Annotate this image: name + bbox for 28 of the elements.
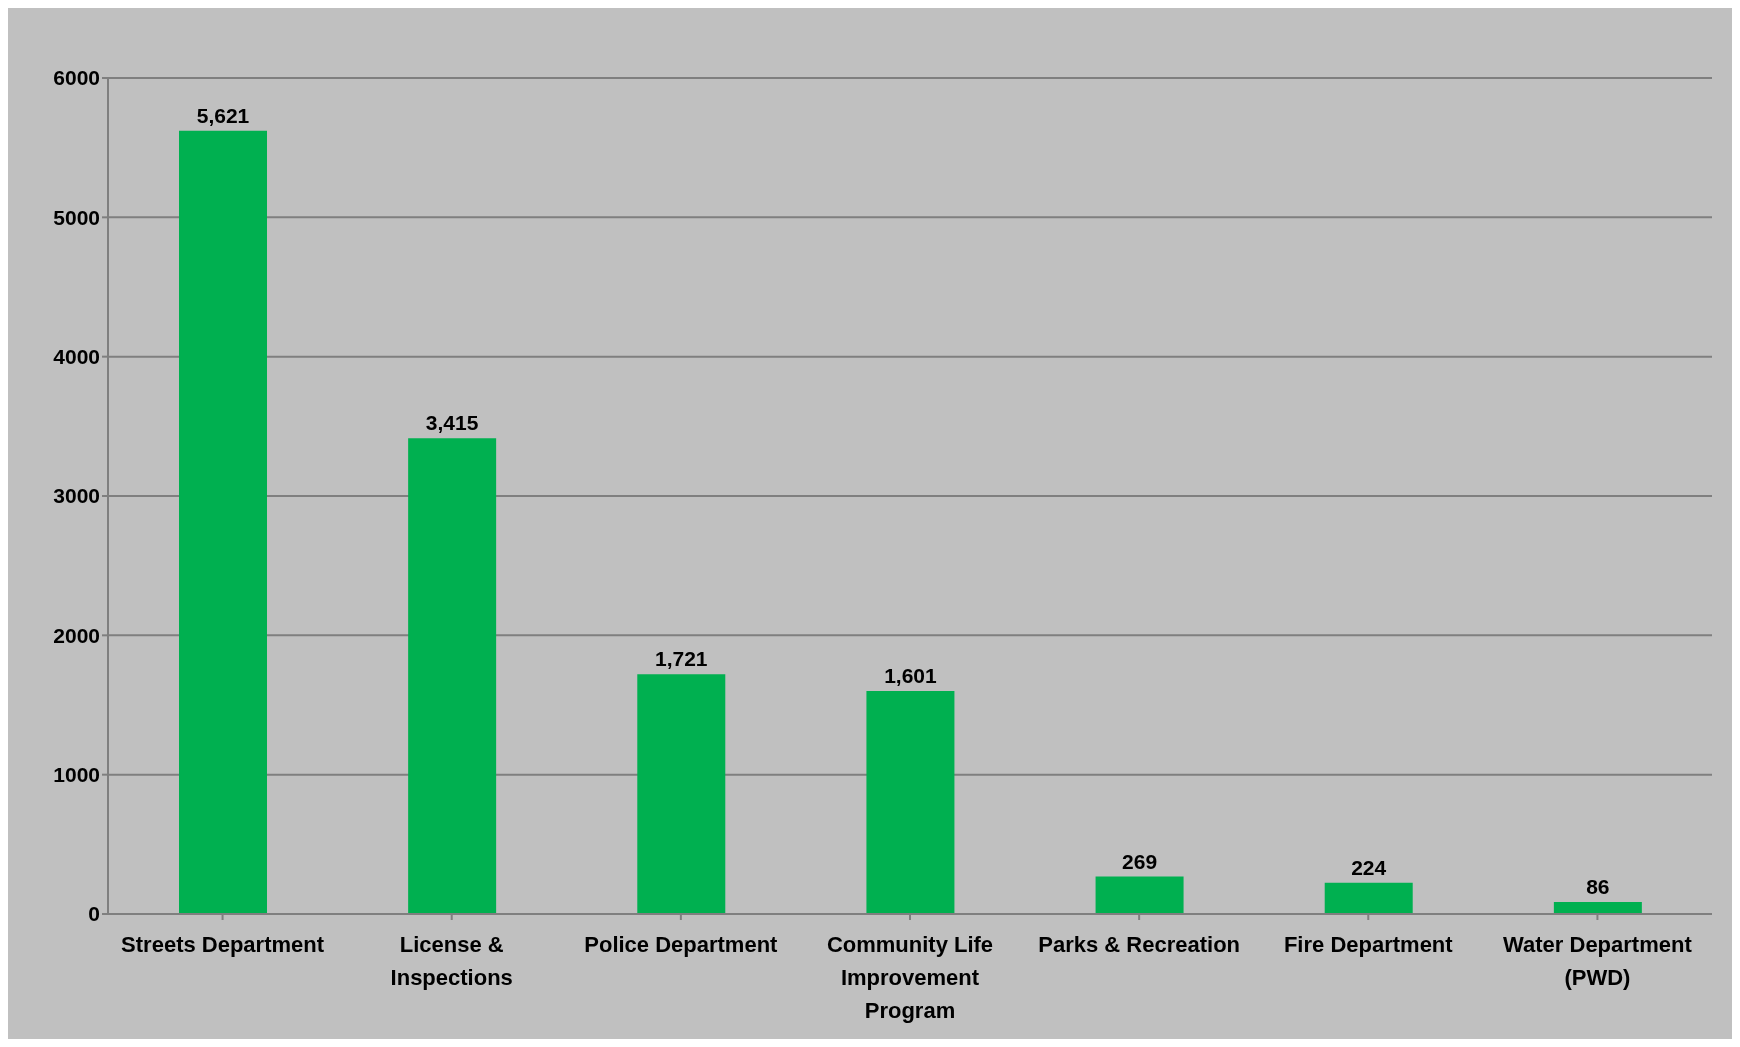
x-tick-label: Fire Department [1283, 931, 1454, 957]
y-tick-label: 6000 [53, 66, 100, 90]
data-label: 86 [1586, 875, 1610, 899]
bar [1553, 902, 1642, 914]
data-label: 224 [1351, 855, 1387, 879]
x-tick-label: Police Department [584, 931, 779, 957]
data-label: 1,601 [884, 663, 938, 687]
y-tick-label: 3000 [53, 484, 100, 508]
bar [637, 674, 726, 914]
data-label: 5,621 [196, 103, 250, 127]
y-tick-label: 1000 [53, 763, 100, 787]
bar [1095, 876, 1184, 914]
data-label: 1,721 [655, 647, 708, 671]
bar [1324, 882, 1413, 914]
y-tick-label: 0 [88, 902, 100, 926]
y-tick-label: 2000 [53, 623, 100, 647]
x-tick-label: Community Life Improvement Program [826, 931, 994, 1023]
x-tick-label: Parks & Recreation [1038, 931, 1241, 957]
y-tick-label: 4000 [53, 345, 100, 369]
data-label: 269 [1122, 849, 1158, 873]
bar [179, 130, 267, 914]
bar [408, 438, 497, 914]
y-tick-label: 5000 [53, 205, 100, 229]
bar [866, 690, 955, 914]
data-label: 3,415 [425, 411, 479, 435]
x-tick-label: License & Inspections [390, 931, 513, 990]
x-tick-label: Water Department (PWD) [1503, 931, 1693, 990]
x-tick-label: Streets Department [121, 931, 325, 957]
